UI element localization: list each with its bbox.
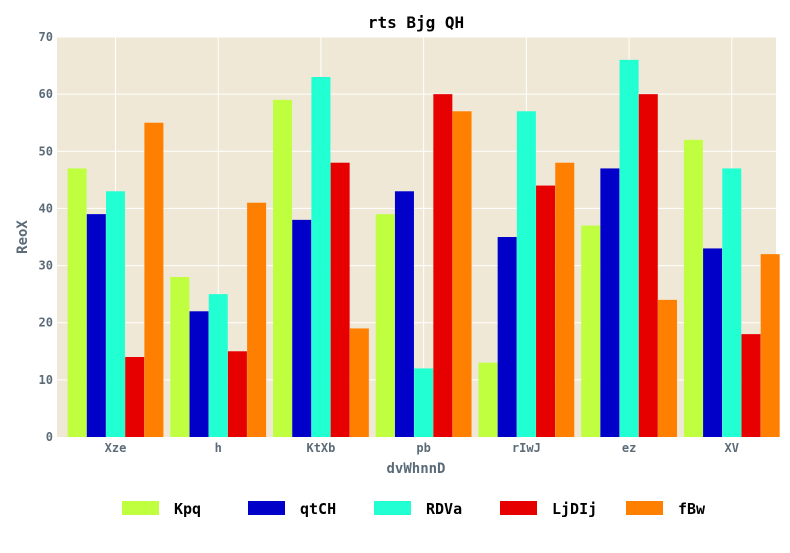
bar	[638, 94, 658, 438]
bar	[189, 311, 209, 437]
legend-label: fBw	[678, 500, 706, 518]
x-tick-label: Xze	[105, 441, 127, 455]
bar	[703, 248, 723, 437]
bar	[760, 254, 780, 437]
bar	[555, 162, 575, 437]
bar	[394, 191, 414, 437]
bar	[170, 277, 190, 437]
bar	[311, 77, 331, 437]
x-tick-label: KtXb	[306, 441, 335, 455]
y-tick-label: 50	[39, 144, 53, 158]
y-tick-label: 0	[46, 430, 53, 444]
bar	[208, 294, 228, 437]
bar	[600, 168, 620, 437]
x-tick-label: XV	[725, 441, 739, 455]
bar	[273, 99, 293, 437]
bar	[375, 214, 395, 437]
y-tick-label: 60	[39, 87, 53, 101]
bar	[657, 299, 677, 437]
x-axis-label: dvWhnnD	[386, 461, 445, 477]
y-tick-label: 10	[39, 373, 53, 387]
x-tick-label: pb	[416, 441, 430, 455]
x-tick-label: ez	[622, 441, 636, 455]
y-axis-ticks: 0 10 20 30 40 50 60 70	[39, 30, 53, 444]
y-tick-label: 70	[39, 30, 53, 44]
legend-label: qtCH	[300, 500, 336, 518]
legend-swatch	[122, 501, 159, 515]
legend-swatch	[374, 501, 411, 515]
chart-title: rts Bjg QH	[368, 13, 464, 32]
bar	[125, 357, 145, 437]
y-axis-label: ReoX	[15, 220, 31, 254]
bar	[516, 111, 536, 438]
y-tick-label: 20	[39, 316, 53, 330]
bar	[581, 225, 601, 437]
bar	[452, 111, 472, 438]
bar	[741, 334, 761, 437]
bar	[247, 202, 267, 437]
legend-label: RDVa	[426, 500, 462, 518]
x-axis-ticks: Xze h KtXb pb rIwJ ez XV	[105, 441, 739, 455]
x-tick-label: h	[215, 441, 222, 455]
legend-swatch	[626, 501, 663, 515]
bar	[292, 219, 312, 437]
bar	[86, 214, 106, 437]
bar	[67, 168, 87, 437]
bar	[683, 139, 703, 437]
bar	[144, 122, 164, 437]
legend-label: Kpq	[174, 500, 201, 518]
bar	[619, 59, 639, 437]
bar	[536, 185, 556, 437]
bar	[106, 191, 125, 437]
bar	[433, 94, 453, 438]
legend-label: LjDIj	[552, 500, 597, 518]
x-tick-label: rIwJ	[512, 441, 541, 455]
y-tick-label: 40	[39, 201, 53, 215]
bar	[414, 368, 434, 437]
bar	[497, 237, 517, 437]
bar	[478, 362, 498, 437]
bar	[349, 328, 369, 437]
bars	[67, 59, 780, 438]
legend-swatch	[500, 501, 537, 515]
legend-swatch	[248, 501, 285, 515]
bar	[722, 168, 742, 437]
y-tick-label: 30	[39, 259, 53, 273]
bar	[330, 162, 350, 437]
bar	[227, 351, 247, 437]
legend: Kpq qtCH RDVa LjDIj fBw	[122, 500, 706, 518]
